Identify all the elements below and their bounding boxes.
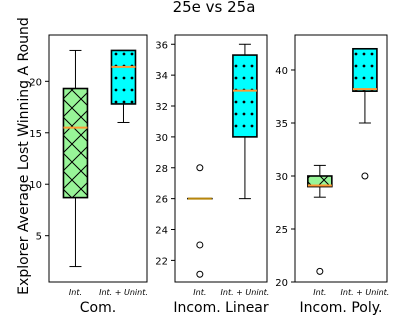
outlier-point — [196, 241, 204, 249]
y-tick-label: 22 — [155, 256, 168, 267]
x-tick-label: Int. — [69, 288, 82, 297]
panel-1: 22 24 26 28 30 32 34 36 Int. Int. + Unint. Incom. … — [155, 34, 270, 316]
y-tick-label: 10 — [29, 180, 42, 191]
y-tick-label: 28 — [155, 164, 168, 175]
x-tick-label: Int. + Unint. — [221, 288, 270, 297]
box-hatch — [352, 48, 377, 92]
outlier-point — [316, 267, 324, 275]
y-tick-label: 25 — [275, 225, 288, 236]
box — [110, 49, 137, 105]
outlier-point — [361, 172, 369, 180]
x-tick-label: Int. — [313, 288, 326, 297]
box — [307, 175, 333, 188]
panels-layer: 5 10 15 20 Int. Int. + Unint. Com. 22 24 26 28 30 32… — [29, 34, 390, 316]
y-tick-label: 30 — [155, 133, 168, 144]
y-tick-label: 24 — [155, 226, 168, 237]
y-tick-label: 20 — [29, 77, 42, 88]
box — [352, 47, 378, 92]
y-axis-label: Explorer Average Lost Winning A Round — [16, 17, 32, 295]
panel-frame — [48, 34, 148, 283]
box-hatch — [307, 175, 332, 187]
x-tick-label: Int. + Unint. — [99, 288, 148, 297]
panel-frame — [174, 34, 268, 283]
panel-frame — [294, 34, 388, 283]
x-tick-label: Int. + Unint. — [341, 288, 390, 297]
y-tick-label: 34 — [155, 71, 168, 82]
y-tick-label: 20 — [275, 278, 288, 289]
panel-xlabel: Incom. Poly. — [300, 300, 383, 316]
y-tick-label: 15 — [29, 129, 42, 140]
outlier-point — [196, 164, 204, 172]
chart-title: 25e vs 25a — [173, 0, 256, 16]
outlier-point — [196, 270, 204, 278]
panel-xlabel: Incom. Linear — [173, 300, 269, 316]
y-tick-label: 30 — [275, 172, 288, 183]
box-hatch — [232, 55, 257, 137]
x-tick-label: Int. — [193, 288, 206, 297]
box — [232, 54, 258, 138]
y-tick-label: 40 — [275, 66, 288, 77]
panel-0: 5 10 15 20 Int. Int. + Unint. Com. — [29, 34, 148, 316]
box-hatch — [63, 88, 88, 198]
panel-xlabel: Com. — [80, 300, 116, 316]
y-tick-label: 26 — [155, 195, 168, 206]
y-tick-label: 32 — [155, 102, 168, 113]
y-tick-label: 5 — [36, 232, 42, 243]
box-hatch — [111, 50, 136, 104]
box — [62, 87, 89, 199]
panel-2: 20 25 30 35 40 Int. Int. + Unint. Incom. Poly. — [275, 34, 390, 316]
y-tick-label: 36 — [155, 40, 168, 51]
y-tick-label: 35 — [275, 119, 288, 130]
